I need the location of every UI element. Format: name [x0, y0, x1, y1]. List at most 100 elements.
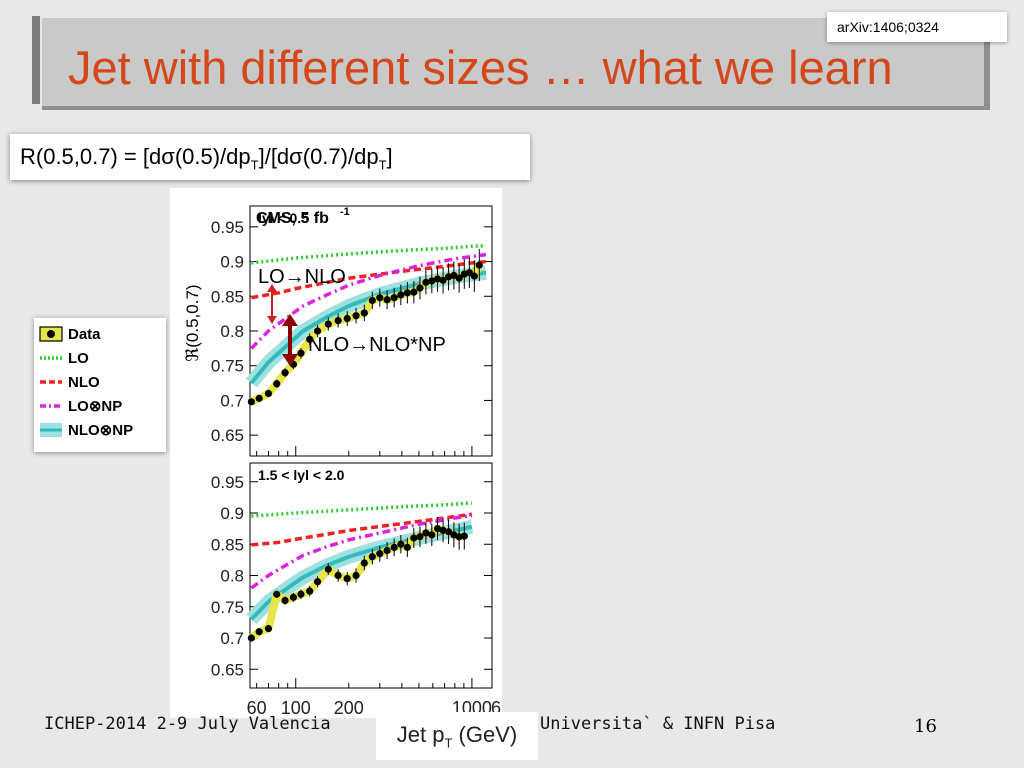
data-point	[289, 593, 298, 601]
series-lo-np-line	[250, 252, 487, 350]
data-point	[281, 596, 289, 605]
series-nlo-line	[251, 259, 487, 300]
data-point	[352, 571, 360, 580]
data-point	[460, 532, 468, 540]
data-point	[264, 625, 273, 633]
data-point	[255, 394, 263, 402]
y-tick-label: 0.8	[220, 322, 244, 341]
x-axis-label: Jet pT (GeV)	[376, 712, 538, 760]
y-axis-title: ℜ(0.5,0.7)	[183, 284, 202, 361]
data-point	[360, 559, 368, 567]
data-point	[422, 529, 430, 537]
data-point	[352, 312, 360, 320]
data-point	[376, 550, 384, 558]
nlo-np-arrowhead-up	[282, 314, 298, 326]
x-tick-label: 60	[247, 698, 267, 718]
data-point	[297, 349, 305, 357]
series-lo-line	[251, 243, 486, 265]
data-point	[306, 587, 314, 595]
data-point	[439, 276, 447, 284]
y-tick-label: 0.95	[211, 218, 244, 237]
y-tick-label: 0.65	[211, 426, 244, 445]
y-tick-label: 0.9	[220, 504, 244, 523]
series-lo-np-line	[250, 513, 473, 590]
data-point	[343, 314, 351, 323]
legend-data-marker	[47, 330, 55, 338]
data-point	[368, 296, 376, 305]
data-point	[428, 531, 436, 539]
data-point	[433, 275, 442, 283]
data-point	[297, 590, 305, 598]
plot-box: 0.65 0.7 0.75 0.8 0.85 0.9 0.95 lyl < 0.5 0.65 0.…	[170, 188, 502, 718]
y-tick-label: 0.95	[211, 473, 244, 492]
legend-nlo-np-label: NLO⊗NP	[68, 422, 133, 439]
lo-nlo-arrowhead-down	[267, 316, 277, 324]
data-point	[390, 294, 398, 302]
lo-nlo-arrowhead-up	[267, 284, 277, 292]
data-point	[334, 571, 342, 580]
data-point	[470, 272, 478, 280]
y-tick-label: 0.75	[211, 357, 244, 376]
x-tick-label: 6	[491, 698, 501, 718]
data-point	[313, 327, 322, 335]
x-tick-label: 200	[334, 698, 364, 718]
formula-part3: ]	[386, 144, 393, 169]
y-tick-label: 0.7	[220, 391, 244, 410]
data-point	[273, 590, 281, 598]
page-number: 16	[914, 716, 937, 737]
data-point	[360, 309, 368, 317]
y-tick-label: 0.85	[211, 287, 244, 306]
legend-data-label: Data	[68, 326, 101, 343]
data-point	[313, 578, 322, 586]
formula-part1: R(0.5,0.7) = [dσ(0.5)/dp	[20, 144, 251, 169]
reference-text: arXiv:1406;0324	[837, 19, 939, 35]
data-point	[306, 335, 314, 343]
annotation-lo-nlo: LO→NLO	[258, 266, 346, 288]
data-point	[390, 543, 398, 551]
data-point	[273, 380, 281, 388]
x-tick-label: 100	[281, 698, 311, 718]
panel-label: lyl < 0.5	[258, 210, 309, 226]
legend-lo-label: LO	[68, 350, 89, 367]
formula-sub2: T	[378, 157, 387, 173]
data-point	[410, 534, 418, 542]
data-point	[416, 284, 424, 292]
data-point	[247, 398, 255, 406]
reference-box: arXiv:1406;0324	[827, 12, 1007, 42]
data-point	[281, 369, 289, 377]
y-tick-label: 0.65	[211, 660, 244, 679]
data-point	[255, 628, 263, 636]
y-tick-label: 0.75	[211, 598, 244, 617]
data-point	[383, 296, 391, 304]
data-point	[422, 278, 430, 286]
panel-1: 0.65 0.7 0.75 0.8 0.85 0.9 0.95 lyl < 0.5	[211, 205, 493, 457]
data-point	[368, 553, 376, 561]
data-point	[444, 528, 453, 536]
data-point	[428, 277, 436, 285]
y-tick-label: 0.85	[211, 535, 244, 554]
data-point	[324, 320, 332, 328]
footer-left: ICHEP-2014 2-9 July Valencia	[44, 714, 331, 734]
plot-header: CMS, 5 fb	[256, 210, 329, 227]
data-point	[264, 389, 273, 398]
formula-part2: ]/[dσ(0.7)/dp	[258, 144, 379, 169]
y-tick-label: 0.7	[220, 629, 244, 648]
panel-label: 1.5 < lyl < 2.0	[258, 467, 345, 483]
plot-svg: 0.650.70.750.80.850.90.95 lyl < 0.50.650.…	[183, 205, 501, 718]
panel-2: 0.65 0.7 0.75 0.8 0.85 0.9 0.95 1.5 < lyl < 2.0	[211, 462, 493, 689]
data-point	[324, 565, 332, 573]
data-point	[403, 289, 411, 297]
legend-lo-np-label: LO⊗NP	[68, 398, 122, 415]
plot-header-sup: -1	[340, 206, 350, 218]
legend-svg: Data LO NLO LO⊗NP NLO⊗NP	[39, 326, 133, 439]
annotation-nlo-np: NLO→NLO*NP	[308, 334, 446, 356]
legend-nlo-label: NLO	[68, 374, 100, 391]
data-point	[439, 526, 447, 535]
data-point	[383, 546, 391, 555]
data-point	[343, 575, 351, 583]
data-point	[433, 525, 442, 533]
data-point	[247, 634, 255, 642]
formula-box: R(0.5,0.7) = [dσ(0.5)/dpT]/[dσ(0.7)/dpT]	[10, 134, 530, 180]
data-point	[410, 288, 418, 296]
y-tick-label: 0.9	[220, 253, 244, 272]
